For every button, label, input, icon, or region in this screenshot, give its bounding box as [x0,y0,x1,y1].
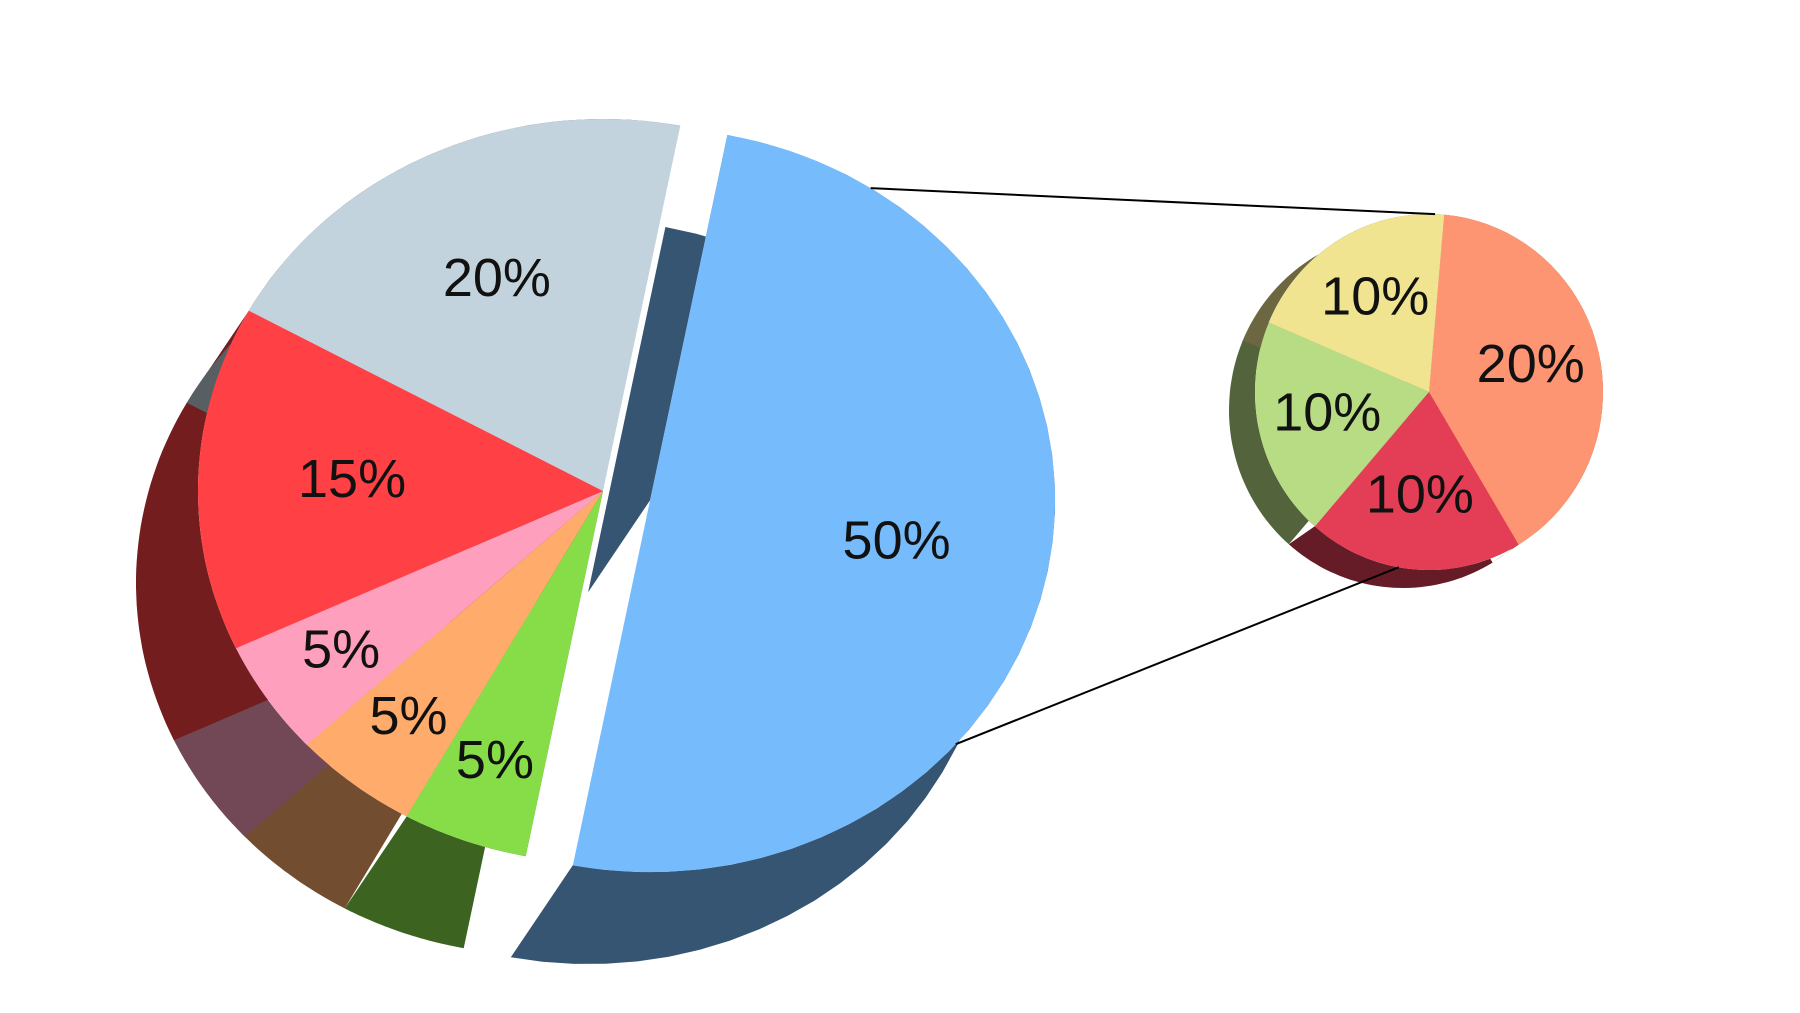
data-label: 10% [1321,267,1429,327]
data-label: 5% [456,730,534,790]
slice [235,491,603,745]
slice [197,310,603,649]
slice [1314,392,1519,570]
slice [406,491,603,857]
data-label: 50% [843,510,951,570]
data-label: 5% [369,686,447,746]
data-label: 20% [443,248,551,308]
slice [1254,322,1429,527]
connector-line [870,187,1436,216]
data-label: 15% [298,449,406,509]
slice [1268,214,1445,392]
slice [1429,214,1603,545]
pie: 50%5%5%5%15%20% [136,118,1055,964]
slice-depth [1229,322,1429,545]
data-label: 20% [1477,334,1585,394]
data-label: 5% [302,620,380,680]
slice [572,134,1055,873]
slice [248,118,681,491]
slice [306,491,603,817]
data-label: 10% [1366,465,1474,525]
slice-depth [244,491,604,909]
pie: 20% 10% 10% 10% [1229,214,1603,588]
slice-depth [173,491,603,837]
connector-line [955,566,1400,746]
data-label: 10% [1273,382,1381,442]
